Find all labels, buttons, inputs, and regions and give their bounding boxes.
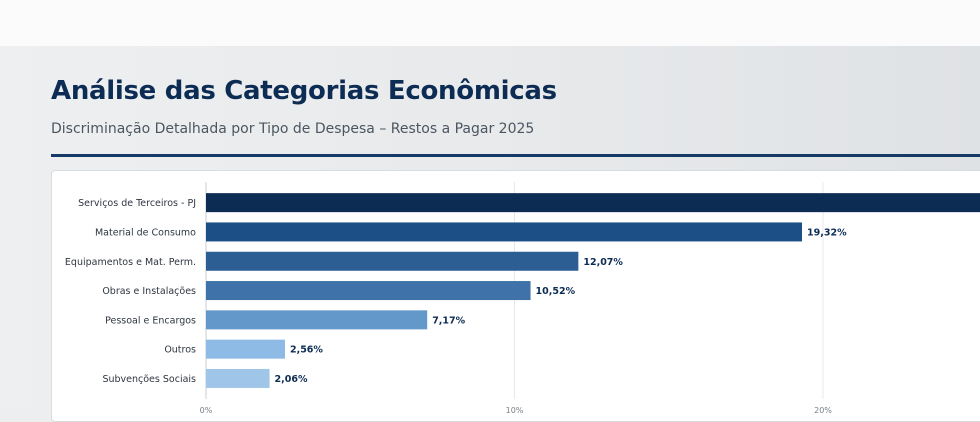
category-label: Pessoal e Encargos <box>105 315 196 326</box>
bar[interactable] <box>206 222 803 242</box>
page-title: Análise das Categorias Econômicas <box>51 76 557 106</box>
category-label: Serviços de Terceiros - PJ <box>78 198 196 209</box>
top-bar <box>0 0 980 46</box>
bar[interactable] <box>206 281 531 301</box>
page-subtitle: Discriminação Detalhada por Tipo de Desp… <box>51 121 535 137</box>
bar[interactable] <box>206 251 579 271</box>
x-tick-label: 20% <box>814 406 832 415</box>
bar[interactable] <box>206 193 980 213</box>
bar-chart: 0%10%20%30%40%50%Serviços de Terceiros -… <box>65 182 980 415</box>
value-label: 10,52% <box>536 286 576 297</box>
bar[interactable] <box>206 368 270 388</box>
value-label: 19,32% <box>807 227 847 238</box>
category-label: Equipamentos e Mat. Perm. <box>65 257 196 268</box>
bar[interactable] <box>206 310 428 330</box>
x-tick-label: 0% <box>200 406 213 415</box>
value-label: 2,56% <box>290 345 323 356</box>
bar[interactable] <box>206 339 285 359</box>
category-label: Subvenções Sociais <box>102 374 196 385</box>
value-label: 12,07% <box>583 257 623 268</box>
value-label: 2,06% <box>275 374 308 385</box>
title-divider <box>51 154 980 157</box>
category-label: Outros <box>164 345 196 356</box>
value-label: 7,17% <box>432 315 465 326</box>
chart-card: 0%10%20%30%40%50%Serviços de Terceiros -… <box>51 170 980 422</box>
category-label: Obras e Instalações <box>102 286 196 297</box>
category-label: Material de Consumo <box>95 227 196 238</box>
x-tick-label: 10% <box>506 406 524 415</box>
